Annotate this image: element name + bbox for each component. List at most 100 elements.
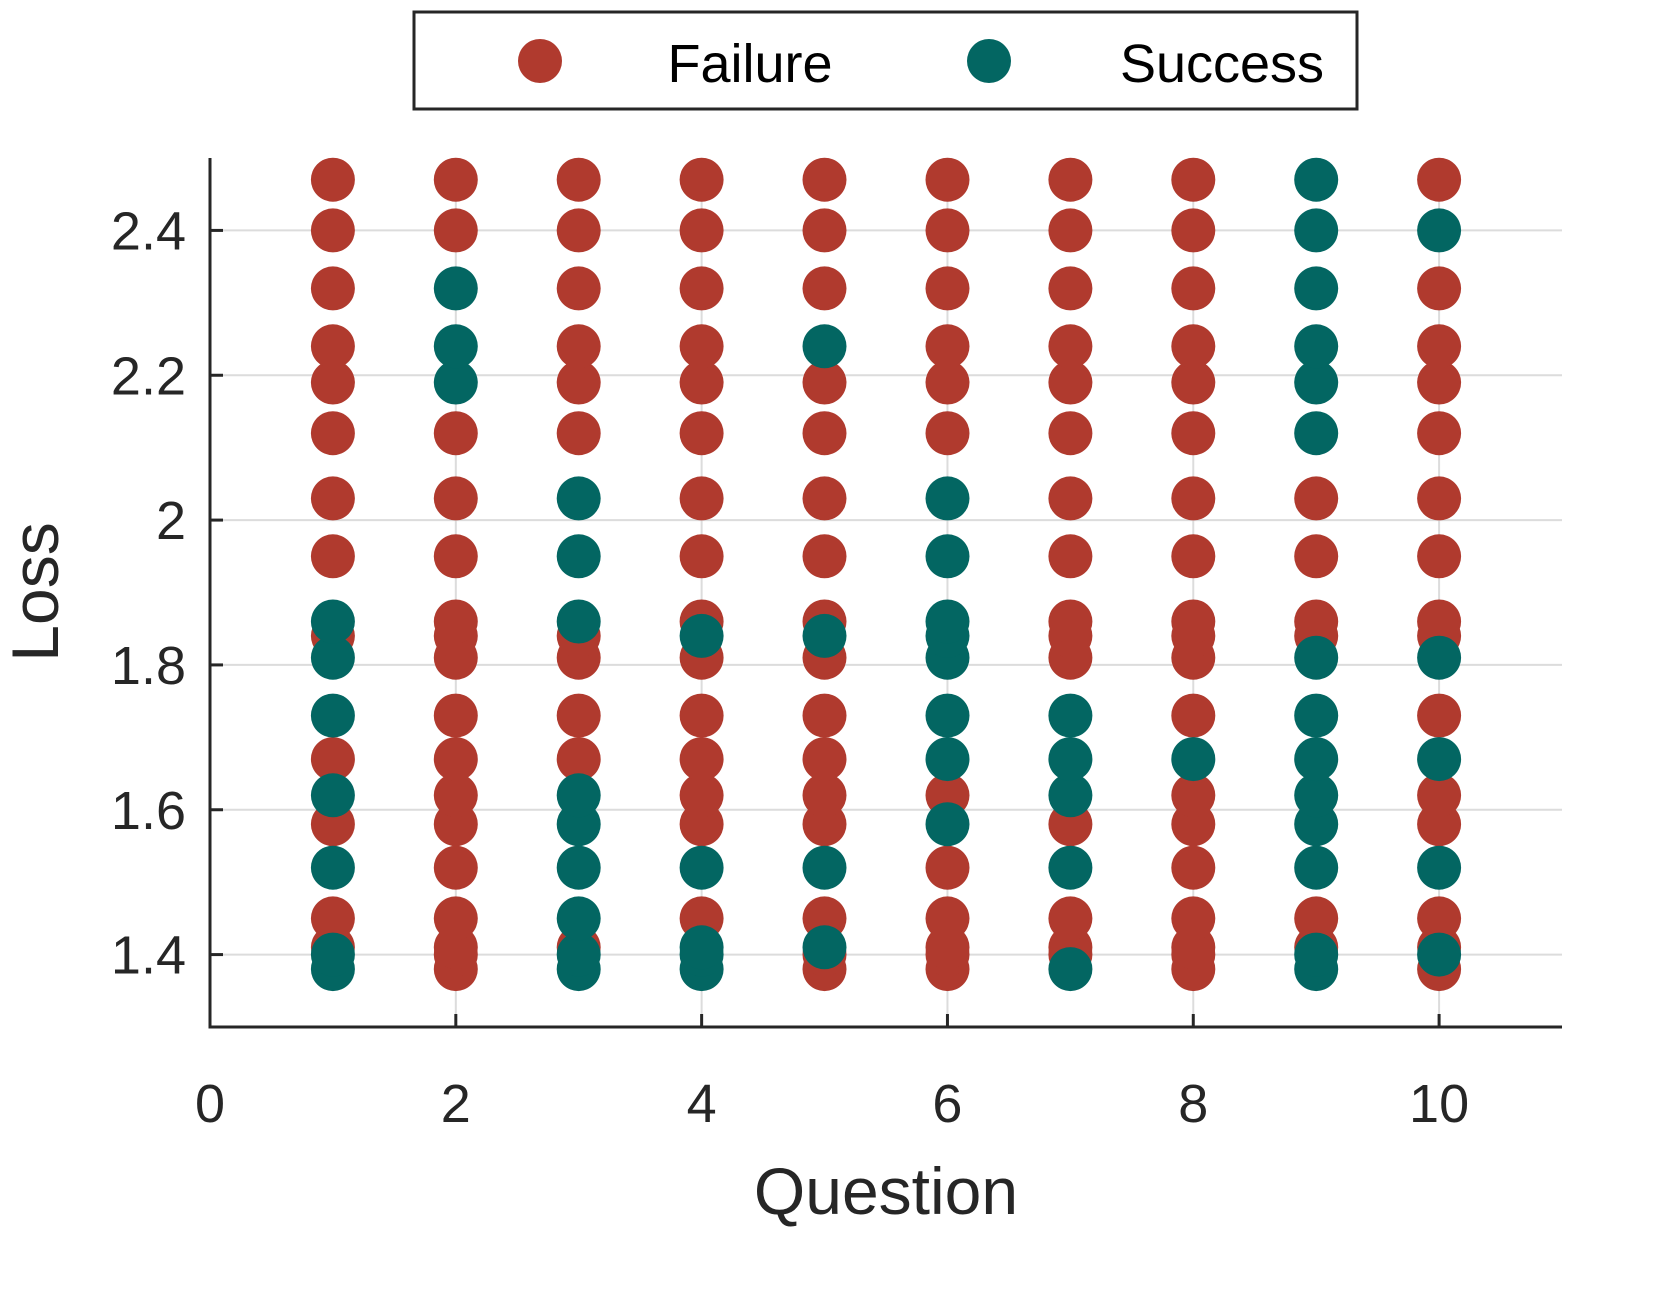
data-point-success xyxy=(925,534,970,579)
data-point-failure xyxy=(556,266,601,311)
data-point-success xyxy=(679,845,724,890)
y-tick-label: 2.4 xyxy=(111,201,186,261)
data-point-failure xyxy=(556,411,601,456)
data-point-failure xyxy=(1171,411,1216,456)
y-tick-label: 1.6 xyxy=(111,781,186,841)
data-point-failure xyxy=(1048,896,1093,941)
x-tick-label: 10 xyxy=(1409,1074,1469,1134)
data-point-failure xyxy=(1417,896,1462,941)
data-point-failure xyxy=(925,266,970,311)
data-point-failure xyxy=(1294,599,1339,644)
data-point-failure xyxy=(433,845,478,890)
legend-box xyxy=(412,10,1359,111)
data-point-failure xyxy=(802,534,847,579)
legend-label-failure: Failure xyxy=(667,34,832,94)
data-point-failure xyxy=(679,773,724,818)
data-point-success xyxy=(1171,737,1216,782)
data-point-failure xyxy=(679,157,724,202)
data-point-failure xyxy=(1048,476,1093,521)
data-point-failure xyxy=(679,266,724,311)
data-point-failure xyxy=(556,693,601,738)
data-point-failure xyxy=(925,360,970,405)
data-point-success xyxy=(1294,845,1339,890)
x-tick-label: 2 xyxy=(441,1074,471,1134)
data-point-success xyxy=(1294,266,1339,311)
data-point-failure xyxy=(1417,324,1462,369)
data-point-success xyxy=(1417,932,1462,977)
data-point-failure xyxy=(433,737,478,782)
data-point-failure xyxy=(1171,896,1216,941)
data-point-failure xyxy=(1048,157,1093,202)
data-point-failure xyxy=(1048,534,1093,579)
ticks: 0 2 4 6 8 10 1.4 1.6 1.8 2 2.2 2.4 xyxy=(111,201,1469,1134)
data-point-success xyxy=(433,324,478,369)
data-point-failure xyxy=(310,324,355,369)
data-point-failure xyxy=(802,693,847,738)
data-point-failure xyxy=(310,896,355,941)
grid xyxy=(210,158,1562,1027)
data-point-failure xyxy=(1417,476,1462,521)
data-point-success xyxy=(1048,737,1093,782)
data-point-success xyxy=(802,845,847,890)
data-point-success xyxy=(925,476,970,521)
data-point-failure xyxy=(1048,266,1093,311)
data-point-failure xyxy=(1171,693,1216,738)
data-point-failure xyxy=(433,157,478,202)
data-point-success xyxy=(433,266,478,311)
data-point-failure xyxy=(679,324,724,369)
data-point-failure xyxy=(1417,360,1462,405)
data-point-failure xyxy=(1171,534,1216,579)
data-point-failure xyxy=(556,324,601,369)
data-point-failure xyxy=(1171,599,1216,644)
data-point-success xyxy=(556,476,601,521)
data-point-failure xyxy=(925,157,970,202)
data-point-success xyxy=(1294,737,1339,782)
data-point-success xyxy=(556,773,601,818)
data-point-failure xyxy=(802,266,847,311)
data-point-failure xyxy=(679,737,724,782)
data-point-failure xyxy=(310,157,355,202)
data-point-failure xyxy=(1171,208,1216,253)
data-point-failure xyxy=(925,208,970,253)
x-tick-label: 8 xyxy=(1178,1074,1208,1134)
data-point-failure xyxy=(679,411,724,456)
data-point-success xyxy=(310,693,355,738)
data-point-failure xyxy=(802,157,847,202)
data-point-success xyxy=(1417,635,1462,680)
data-point-failure xyxy=(433,411,478,456)
data-point-failure xyxy=(679,693,724,738)
data-point-failure xyxy=(556,360,601,405)
data-point-success xyxy=(433,360,478,405)
data-point-failure xyxy=(802,737,847,782)
axis-frame xyxy=(208,158,1562,1029)
data-point-failure xyxy=(1417,534,1462,579)
data-point-success xyxy=(1294,324,1339,369)
data-point-success xyxy=(925,802,970,847)
x-tick-label: 6 xyxy=(932,1074,962,1134)
data-point-success xyxy=(1048,947,1093,992)
data-point-success xyxy=(1294,208,1339,253)
data-point-failure xyxy=(802,773,847,818)
data-point-failure xyxy=(1171,324,1216,369)
legend-marker-failure xyxy=(518,39,562,83)
y-tick-label: 1.4 xyxy=(111,926,186,986)
data-point-failure xyxy=(925,324,970,369)
data-point-success xyxy=(1417,208,1462,253)
y-tick-label: 2 xyxy=(156,491,186,551)
data-point-failure xyxy=(310,208,355,253)
x-tick-label: 0 xyxy=(195,1074,225,1134)
data-point-failure xyxy=(1171,476,1216,521)
data-point-failure xyxy=(925,845,970,890)
legend-marker-success xyxy=(967,39,1011,83)
data-point-failure xyxy=(925,896,970,941)
legend-label-success: Success xyxy=(1120,34,1324,94)
data-point-failure xyxy=(679,208,724,253)
data-point-failure xyxy=(433,693,478,738)
data-point-failure xyxy=(433,208,478,253)
data-point-success xyxy=(1294,693,1339,738)
data-point-success xyxy=(1294,411,1339,456)
data-point-failure xyxy=(1171,360,1216,405)
data-point-success xyxy=(802,925,847,970)
data-point-success xyxy=(310,845,355,890)
